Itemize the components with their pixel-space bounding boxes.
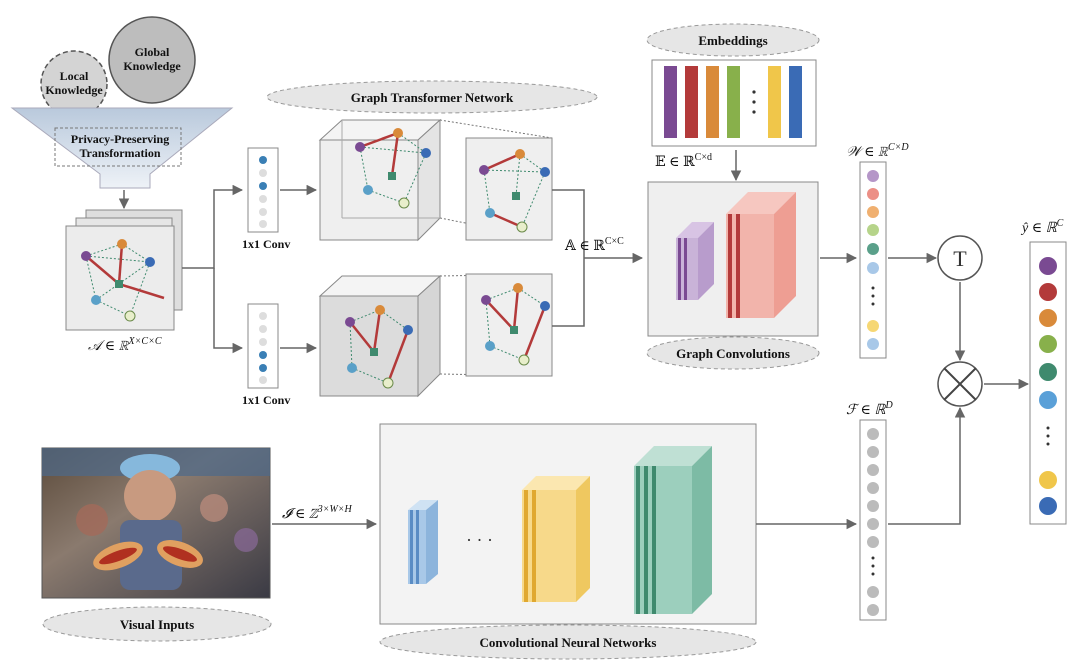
global-knowledge-label: Global Knowledge [123,45,181,73]
embeddings-matrix [651,59,817,147]
svg-text:Visual Inputs: Visual Inputs [120,617,194,632]
image-dim-label: 𝓘 ∈ ℤ3×W×H [282,504,353,522]
conv-1x1-top-label: 1x1 Conv [242,237,290,251]
adjacency-graph [81,239,165,322]
cnn-block: · · · [379,423,757,625]
adjacency-label: 𝒜 ∈ ℝX×C×C [88,336,162,354]
global-knowledge-node: Global Knowledge [108,16,196,104]
f-vector [859,419,887,621]
svg-text:Convolutional Neural Networks: Convolutional Neural Networks [480,635,657,650]
graph-transformer-pill: Graph Transformer Network [266,80,598,114]
gtn-square-bottom [465,273,553,377]
transpose-node: T [937,235,983,281]
visual-inputs-pill: Visual Inputs [42,606,272,642]
conv-1x1-top [247,147,279,233]
w-vector [859,161,887,359]
privacy-label: Privacy-Preserving Transformation [71,132,169,160]
gtn-cube-top [318,118,442,242]
adjacency-stack [65,209,183,331]
conv-1x1-bottom [247,303,279,389]
svg-text:Graph Transformer Network: Graph Transformer Network [351,90,514,105]
cnn-pill: Convolutional Neural Networks [379,624,757,660]
graph-convolutions-pill: Graph Convolutions [646,336,820,370]
f-label: ℱ ∈ ℝD [846,400,893,418]
gtn-square-top [465,137,553,241]
yhat-vector [1029,241,1067,525]
w-label: 𝒲 ∈ ℝC×D [846,142,909,160]
embeddings-pill: Embeddings [646,23,820,57]
yhat-label: ŷ ∈ ℝC [1020,218,1064,236]
svg-text:T: T [953,246,967,271]
cnn-ellipsis: · · · [466,530,493,550]
svg-text:Embeddings: Embeddings [698,33,767,48]
privacy-funnel: Privacy-Preserving Transformation [10,107,234,189]
embed-dim-label: 𝔼 ∈ ℝC×d [655,152,712,170]
local-knowledge-node: Local Knowledge [40,50,108,118]
graph-convolutions-block [647,181,819,337]
visual-input-image [41,447,271,599]
multiply-node [937,361,983,407]
gtn-cube-bottom [318,274,442,398]
svg-text:Graph Convolutions: Graph Convolutions [676,346,790,361]
local-knowledge-label: Local Knowledge [45,69,103,97]
conv-1x1-bottom-label: 1x1 Conv [242,393,290,407]
adj-out-label: 𝔸 ∈ ℝC×C [564,236,624,254]
